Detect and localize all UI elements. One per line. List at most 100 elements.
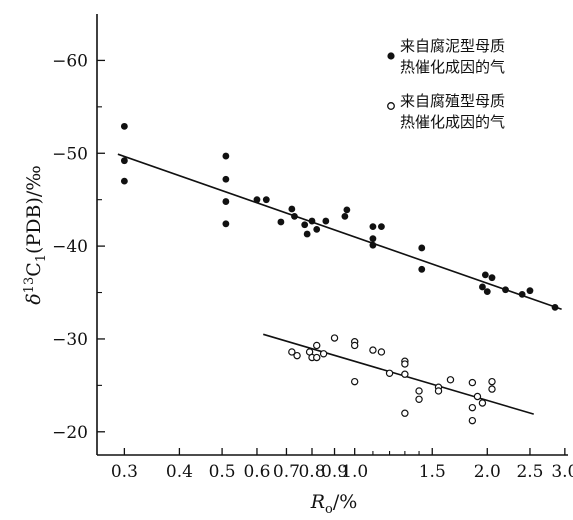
- y-axis-title-sub: 1: [34, 254, 49, 262]
- data-point-sapropelic: [518, 290, 526, 298]
- data-point-humic: [468, 403, 477, 412]
- data-point-sapropelic: [120, 177, 128, 185]
- legend-label-humic-line2: 热催化成因的气: [400, 113, 505, 131]
- data-point-sapropelic: [341, 212, 349, 220]
- x-tick-label: 0.4: [166, 462, 193, 482]
- data-point-sapropelic: [222, 175, 230, 183]
- x-tick-label: 0.3: [111, 462, 138, 482]
- data-point-humic: [377, 348, 386, 356]
- data-point-humic: [350, 341, 359, 350]
- y-tick-label: −60: [52, 51, 88, 71]
- y-tick-label: −20: [52, 423, 88, 443]
- data-point-humic: [415, 395, 423, 403]
- data-point-sapropelic: [120, 157, 128, 165]
- legend-label-sapropelic-line1: 来自腐泥型母质: [400, 37, 505, 55]
- trend-line-sapropelic: [117, 153, 562, 310]
- x-tick-label: 0.9: [321, 462, 348, 482]
- legend: 来自腐泥型母质 热催化成因的气 来自腐殖型母质 热催化成因的气: [387, 37, 505, 131]
- data-point-sapropelic: [303, 230, 311, 238]
- data-point-sapropelic: [526, 287, 534, 295]
- data-point-humic: [401, 409, 409, 417]
- axes: [96, 14, 568, 456]
- y-axis-title-rest: (PDB)/‰: [23, 165, 45, 254]
- data-point-sapropelic: [322, 217, 330, 225]
- data-point-sapropelic: [253, 196, 261, 204]
- legend-label-sapropelic-line2: 热催化成因的气: [400, 58, 505, 76]
- data-point-humic: [313, 341, 321, 350]
- data-point-sapropelic: [308, 217, 316, 225]
- data-point-humic: [468, 416, 477, 425]
- x-axis-title-sub: o: [325, 502, 333, 517]
- x-axis-title: Ro/%: [310, 491, 358, 517]
- data-point-humic: [288, 348, 296, 356]
- data-point-sapropelic: [483, 288, 491, 295]
- x-axis-title-unit: /%: [333, 491, 357, 513]
- x-axis-title-main: R: [310, 491, 325, 513]
- x-tick-label: 1.0: [341, 462, 368, 482]
- y-tick-label: −50: [52, 144, 88, 164]
- data-point-humic: [319, 350, 328, 358]
- data-point-humic: [468, 378, 477, 387]
- y-ticks: −60 −50 −40 −30 −20: [52, 51, 105, 443]
- x-tick-label: 2.0: [474, 462, 501, 482]
- data-point-humic: [313, 353, 321, 362]
- data-point-sapropelic: [277, 218, 285, 226]
- data-point-sapropelic: [502, 286, 509, 294]
- x-tick-label: 2.5: [516, 462, 543, 482]
- data-point-sapropelic: [369, 235, 377, 243]
- data-point-sapropelic: [288, 205, 296, 213]
- data-point-sapropelic: [262, 196, 270, 204]
- data-point-humic: [385, 369, 394, 377]
- data-point-humic: [488, 385, 496, 393]
- data-point-sapropelic: [418, 265, 426, 273]
- x-tick-label: 0.6: [243, 462, 270, 482]
- legend-marker-open: [387, 102, 395, 110]
- data-point-humic: [415, 387, 423, 395]
- data-point-sapropelic: [481, 271, 489, 279]
- x-tick-label: 0.7: [273, 462, 300, 482]
- y-axis-title-delta: δ: [23, 293, 45, 304]
- data-point-humic: [401, 370, 409, 378]
- data-point-sapropelic: [291, 212, 298, 220]
- data-point-sapropelic: [488, 274, 496, 282]
- y-tick-label: −40: [52, 237, 88, 257]
- data-point-sapropelic: [378, 223, 385, 231]
- y-axis-title-c: C: [23, 262, 45, 277]
- data-point-humic: [350, 377, 359, 386]
- data-point-sapropelic: [369, 241, 377, 249]
- data-point-sapropelic: [222, 220, 230, 228]
- data-point-humic: [446, 376, 455, 384]
- data-point-sapropelic: [479, 283, 486, 291]
- x-tick-label: 3.0: [551, 462, 573, 482]
- data-point-sapropelic: [120, 122, 128, 130]
- x-tick-label: 0.5: [209, 462, 236, 482]
- data-point-humic: [478, 399, 487, 407]
- data-point-humic: [434, 387, 443, 395]
- trend-line-humic: [263, 333, 534, 415]
- y-tick-label: −30: [52, 330, 88, 350]
- data-point-sapropelic: [369, 223, 377, 231]
- x-tick-label: 1.5: [419, 462, 446, 482]
- data-point-humic: [401, 360, 409, 368]
- data-point-humic: [369, 346, 377, 354]
- data-point-sapropelic: [222, 198, 230, 205]
- legend-label-humic-line1: 来自腐殖型母质: [400, 92, 505, 110]
- data-point-sapropelic: [551, 303, 559, 311]
- trend-lines: [117, 153, 562, 415]
- data-point-humic: [330, 334, 339, 342]
- data-point-sapropelic: [418, 244, 426, 252]
- data-point-sapropelic: [313, 225, 321, 233]
- x-tick-label: 0.8: [298, 462, 325, 482]
- y-axis-title-sup: 13: [22, 277, 37, 294]
- data-point-sapropelic: [301, 221, 309, 229]
- data-points: [120, 122, 559, 425]
- data-point-humic: [473, 392, 482, 401]
- y-axis-title: δ13C1(PDB)/‰: [22, 165, 49, 305]
- data-point-sapropelic: [222, 152, 230, 160]
- legend-marker-filled: [387, 52, 395, 60]
- data-point-humic: [488, 377, 496, 386]
- data-point-sapropelic: [343, 206, 351, 214]
- data-point-humic: [293, 351, 301, 360]
- x-ticks: 0.3 0.4 0.5 0.6 0.70.80.91.0 1.5 2.0 2.5 3.0: [111, 448, 573, 482]
